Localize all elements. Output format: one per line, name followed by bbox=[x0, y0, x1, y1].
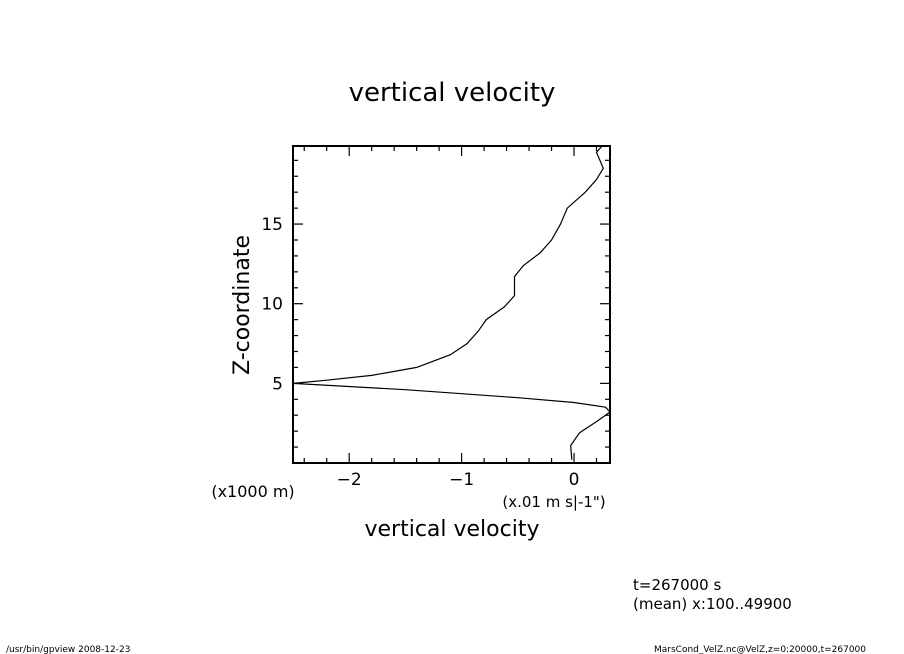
footer-left: /usr/bin/gpview 2008-12-23 bbox=[6, 645, 130, 654]
x-tick-label: −2 bbox=[337, 470, 362, 490]
mean-label: (mean) x:100..49900 bbox=[633, 595, 792, 613]
y-axis-units: (x1000 m) bbox=[211, 482, 294, 501]
time-label: t=267000 s bbox=[633, 576, 721, 594]
x-axis-label: vertical velocity bbox=[364, 517, 539, 542]
y-tick-label: 15 bbox=[261, 215, 283, 235]
y-tick-labels: 5 10 15 bbox=[261, 215, 283, 394]
x-tick-label: −1 bbox=[449, 470, 474, 490]
chart-title: vertical velocity bbox=[349, 78, 556, 108]
y-tick-label: 5 bbox=[272, 374, 283, 394]
x-tick-label: 0 bbox=[569, 470, 580, 490]
y-axis-label: Z-coordinate bbox=[230, 235, 255, 375]
plot-frame bbox=[292, 145, 611, 464]
series-line bbox=[292, 145, 611, 460]
footer-right: MarsCond_VelZ.nc@VelZ,z=0:20000,t=267000 bbox=[654, 645, 866, 654]
x-tick-labels: −2 −1 0 bbox=[337, 470, 580, 490]
x-axis-units: (x.01 m s|-1") bbox=[502, 493, 605, 511]
axis-ticks bbox=[293, 146, 610, 463]
y-tick-label: 10 bbox=[261, 295, 283, 315]
